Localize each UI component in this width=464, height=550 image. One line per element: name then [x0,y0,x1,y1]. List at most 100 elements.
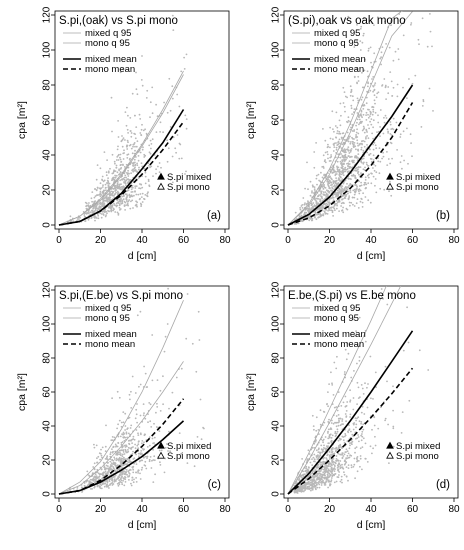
data-point [343,148,346,151]
data-point [352,189,355,192]
data-point [124,201,127,204]
data-point [314,210,316,213]
data-point [312,202,315,204]
data-point [128,473,131,475]
data-point [354,156,356,159]
data-point [134,161,136,164]
data-point [117,451,120,454]
data-point [178,432,181,434]
data-point [343,371,346,373]
data-point [363,183,365,186]
scatter-points [293,288,430,494]
data-point [410,22,413,24]
data-point [315,177,318,180]
data-point [409,133,412,136]
data-point [79,216,81,219]
data-point [120,449,123,452]
data-point [124,111,127,113]
data-point [111,397,113,400]
data-point [125,124,128,127]
data-point [92,466,95,468]
data-point [411,155,413,158]
data-point [130,147,133,150]
data-point [356,121,358,124]
data-point [126,458,128,460]
data-point [347,479,349,482]
data-point [94,188,96,191]
data-point [334,465,336,467]
data-point [317,473,319,476]
data-point [336,160,339,163]
data-point [109,464,112,466]
data-point [402,349,405,352]
data-point [354,174,356,177]
data-point [150,426,153,428]
data-point [351,440,354,443]
data-point [335,425,338,428]
data-point [122,137,125,140]
data-point [431,45,433,48]
data-point [357,436,360,438]
data-point [105,214,107,217]
data-point [342,157,345,159]
data-point [97,194,99,196]
data-point [369,113,372,115]
data-point [105,199,107,202]
data-point [349,135,351,138]
data-point [329,137,332,140]
data-point [347,452,350,455]
data-point [148,164,150,167]
data-point [372,137,374,140]
data-point [111,463,114,465]
data-point [113,194,116,196]
data-point [373,416,376,419]
legend-entry: S.pi mixed [396,172,440,183]
data-point [417,38,420,41]
data-point [83,482,86,484]
data-point [133,462,136,465]
data-point [330,453,333,456]
data-point [355,148,357,151]
data-point [169,450,172,453]
data-point [311,203,313,206]
data-point [340,173,343,176]
data-point [367,165,370,167]
y-tick-label: 40 [42,149,53,161]
data-point [159,464,162,466]
data-point [351,95,354,98]
data-point [143,448,146,451]
data-point [315,449,318,452]
data-point [348,163,351,165]
data-point [362,34,365,37]
data-point [318,216,321,219]
data-point [337,194,340,197]
data-point [350,148,353,150]
legend-entry: mixed mean [85,54,137,65]
data-point [152,448,155,451]
data-point [138,187,141,190]
scatter-points [68,287,205,493]
data-point [336,126,339,129]
data-point [295,489,297,491]
data-point [346,440,349,442]
data-point [144,455,147,458]
data-point [384,365,387,368]
data-point [341,209,344,212]
data-point [114,474,117,476]
data-point [126,474,129,476]
data-point [91,212,94,215]
data-point [105,424,107,427]
data-point [346,208,349,211]
data-point [342,455,345,457]
data-point [349,182,352,185]
data-point [151,138,154,141]
data-point [340,114,342,117]
data-point [107,200,109,203]
data-point [94,473,97,476]
data-point [344,110,346,113]
data-point [111,458,114,461]
data-point [364,58,366,61]
data-point [109,206,112,209]
data-point [102,461,105,464]
